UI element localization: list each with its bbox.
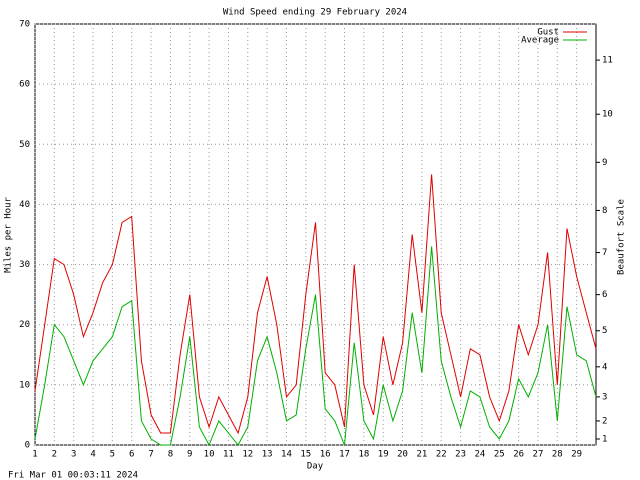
chart-title: Wind Speed ending 29 February 2024 bbox=[223, 8, 407, 18]
y2-axis-label: Beaufort Scale bbox=[617, 199, 627, 275]
x-tick-label: 22 bbox=[436, 450, 447, 460]
legend-label: Gust bbox=[537, 28, 559, 38]
x-tick-label: 26 bbox=[513, 450, 524, 460]
x-tick-label: 1 bbox=[32, 450, 37, 460]
x-tick-label: 25 bbox=[494, 450, 505, 460]
y-tick-label: 40 bbox=[19, 200, 30, 210]
series-line bbox=[34, 246, 597, 447]
x-tick-label: 8 bbox=[168, 450, 173, 460]
x-tick-label: 7 bbox=[148, 450, 153, 460]
x-tick-label: 13 bbox=[262, 450, 273, 460]
x-tick-label: 18 bbox=[358, 450, 369, 460]
y-tick-label: 20 bbox=[19, 320, 30, 330]
x-tick-label: 12 bbox=[242, 450, 253, 460]
y2-tick-label: 11 bbox=[602, 56, 613, 66]
y-tick-label: 30 bbox=[19, 260, 30, 270]
x-tick-label: 6 bbox=[129, 450, 134, 460]
y-tick-label: 0 bbox=[25, 441, 30, 451]
x-tick-label: 19 bbox=[378, 450, 389, 460]
x-tick-label: 4 bbox=[90, 450, 95, 460]
x-tick-label: 24 bbox=[475, 450, 486, 460]
y-tick-label: 70 bbox=[19, 20, 30, 30]
legend-label: Average bbox=[521, 36, 559, 46]
y2-tick-label: 5 bbox=[602, 326, 607, 336]
series-line bbox=[34, 174, 597, 435]
y2-tick-label: 3 bbox=[602, 392, 607, 402]
x-tick-label: 9 bbox=[187, 450, 192, 460]
y2-tick-label: 4 bbox=[602, 362, 607, 372]
y2-tick-label: 8 bbox=[602, 206, 607, 216]
y-tick-label: 50 bbox=[19, 140, 30, 150]
y2-tick-label: 7 bbox=[602, 248, 607, 258]
y2-tick-label: 6 bbox=[602, 290, 607, 300]
x-tick-label: 20 bbox=[397, 450, 408, 460]
x-tick-label: 28 bbox=[552, 450, 563, 460]
y2-tick-label: 2 bbox=[602, 416, 607, 426]
y-tick-label: 60 bbox=[19, 80, 30, 90]
x-tick-label: 10 bbox=[204, 450, 215, 460]
x-tick-label: 17 bbox=[339, 450, 350, 460]
x-tick-label: 14 bbox=[281, 450, 292, 460]
x-tick-label: 16 bbox=[320, 450, 331, 460]
x-tick-label: 23 bbox=[455, 450, 466, 460]
x-tick-label: 21 bbox=[416, 450, 427, 460]
x-tick-label: 15 bbox=[300, 450, 311, 460]
y2-tick-label: 1 bbox=[602, 434, 607, 444]
x-tick-label: 3 bbox=[71, 450, 76, 460]
x-tick-label: 11 bbox=[223, 450, 234, 460]
y-axis-label: Miles per Hour bbox=[4, 196, 14, 272]
y2-tick-label: 10 bbox=[602, 110, 613, 120]
x-tick-label: 29 bbox=[571, 450, 582, 460]
x-tick-label: 27 bbox=[533, 450, 544, 460]
x-tick-label: 2 bbox=[52, 450, 57, 460]
x-tick-label: 5 bbox=[110, 450, 115, 460]
x-axis-label: Day bbox=[307, 462, 324, 472]
timestamp: Fri Mar 01 00:03:11 2024 bbox=[8, 471, 138, 480]
y-tick-label: 10 bbox=[19, 380, 30, 390]
y2-tick-label: 9 bbox=[602, 158, 607, 168]
